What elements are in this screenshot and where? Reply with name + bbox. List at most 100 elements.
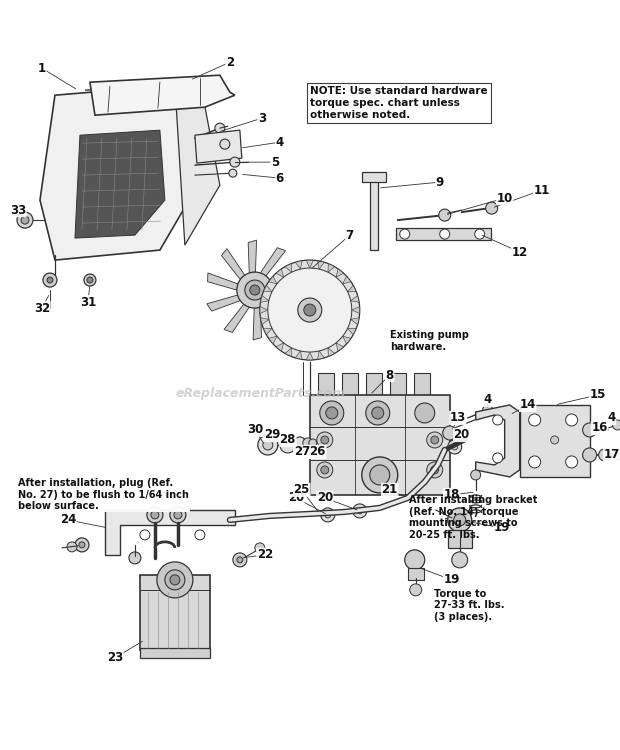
Circle shape xyxy=(17,212,33,228)
Circle shape xyxy=(250,285,260,295)
Text: 25: 25 xyxy=(294,484,310,496)
Polygon shape xyxy=(264,285,272,292)
Bar xyxy=(366,373,382,395)
Text: 16: 16 xyxy=(591,422,608,434)
Circle shape xyxy=(79,542,85,548)
Circle shape xyxy=(440,229,450,239)
Circle shape xyxy=(471,470,480,480)
Polygon shape xyxy=(268,276,277,284)
Polygon shape xyxy=(348,328,356,334)
Polygon shape xyxy=(40,86,195,260)
Circle shape xyxy=(356,508,363,514)
Polygon shape xyxy=(295,261,302,269)
Text: 17: 17 xyxy=(603,448,620,461)
Circle shape xyxy=(370,465,390,485)
Circle shape xyxy=(583,423,596,437)
Bar xyxy=(310,395,450,495)
Text: 7: 7 xyxy=(346,229,354,242)
Bar xyxy=(361,172,386,182)
Bar xyxy=(520,405,590,477)
Circle shape xyxy=(400,229,410,239)
Text: 23: 23 xyxy=(107,651,123,664)
Text: After installing bracket
(Ref. No. 14) torque
mounting screws to
20-25 ft. lbs.: After installing bracket (Ref. No. 14) t… xyxy=(409,495,538,540)
Text: 14: 14 xyxy=(520,398,536,412)
Circle shape xyxy=(268,268,352,352)
Circle shape xyxy=(448,508,472,532)
Text: 19: 19 xyxy=(494,521,510,535)
Circle shape xyxy=(245,280,265,300)
Circle shape xyxy=(443,426,457,440)
Text: 31: 31 xyxy=(80,296,96,308)
Polygon shape xyxy=(336,343,343,351)
Text: 6: 6 xyxy=(276,172,284,184)
Bar xyxy=(414,373,430,395)
Circle shape xyxy=(303,438,313,448)
Circle shape xyxy=(529,456,541,468)
Text: 3: 3 xyxy=(258,112,266,125)
Polygon shape xyxy=(269,269,303,285)
Polygon shape xyxy=(90,75,235,116)
Circle shape xyxy=(427,432,443,448)
Circle shape xyxy=(294,437,306,449)
Polygon shape xyxy=(208,273,238,290)
Text: 4: 4 xyxy=(608,412,616,424)
Bar xyxy=(140,648,210,658)
Polygon shape xyxy=(272,290,302,308)
Text: 32: 32 xyxy=(34,302,50,314)
Circle shape xyxy=(140,530,150,540)
Text: 12: 12 xyxy=(512,245,528,259)
Circle shape xyxy=(47,277,53,283)
Polygon shape xyxy=(276,269,283,278)
Circle shape xyxy=(215,123,225,134)
Circle shape xyxy=(410,584,422,596)
Polygon shape xyxy=(351,318,359,325)
Circle shape xyxy=(427,462,443,478)
Circle shape xyxy=(87,277,93,283)
Circle shape xyxy=(529,414,541,426)
Text: 27: 27 xyxy=(294,446,310,458)
Polygon shape xyxy=(295,351,302,359)
Circle shape xyxy=(220,140,230,149)
Text: 30: 30 xyxy=(247,424,263,436)
Text: 1: 1 xyxy=(38,62,46,75)
Text: 18: 18 xyxy=(443,488,460,502)
Polygon shape xyxy=(351,296,359,302)
Circle shape xyxy=(309,439,317,447)
Text: 22: 22 xyxy=(257,548,273,562)
Bar xyxy=(140,574,210,650)
Circle shape xyxy=(237,272,273,308)
Circle shape xyxy=(230,158,240,167)
Text: 28: 28 xyxy=(280,433,296,446)
Text: 21: 21 xyxy=(382,484,398,496)
Text: Torque to
27-33 ft. lbs.
(3 places).: Torque to 27-33 ft. lbs. (3 places). xyxy=(434,589,504,622)
Text: eReplacementParts.com: eReplacementParts.com xyxy=(175,387,345,400)
Circle shape xyxy=(263,440,273,450)
Circle shape xyxy=(565,414,578,426)
Circle shape xyxy=(67,542,77,552)
Text: 5: 5 xyxy=(271,156,279,169)
Polygon shape xyxy=(248,240,257,273)
Circle shape xyxy=(174,511,182,519)
Circle shape xyxy=(452,444,458,450)
Polygon shape xyxy=(105,510,235,555)
Circle shape xyxy=(157,562,193,598)
Circle shape xyxy=(237,557,243,562)
Circle shape xyxy=(320,401,343,425)
Polygon shape xyxy=(348,285,356,292)
Circle shape xyxy=(551,436,559,444)
Circle shape xyxy=(493,415,503,425)
Circle shape xyxy=(129,552,141,564)
Polygon shape xyxy=(260,318,269,325)
Text: Existing pump
hardware.: Existing pump hardware. xyxy=(391,330,469,352)
Polygon shape xyxy=(306,352,313,360)
Text: NOTE: Use standard hardware
torque spec. chart unless
otherwise noted.: NOTE: Use standard hardware torque spec.… xyxy=(310,86,487,120)
Circle shape xyxy=(317,432,333,448)
Polygon shape xyxy=(343,276,351,284)
Text: 29: 29 xyxy=(264,428,280,442)
Circle shape xyxy=(321,436,329,444)
Text: 10: 10 xyxy=(497,191,513,205)
Text: 4: 4 xyxy=(276,136,284,148)
Text: 11: 11 xyxy=(534,184,550,196)
Circle shape xyxy=(325,512,331,518)
Polygon shape xyxy=(260,296,269,302)
